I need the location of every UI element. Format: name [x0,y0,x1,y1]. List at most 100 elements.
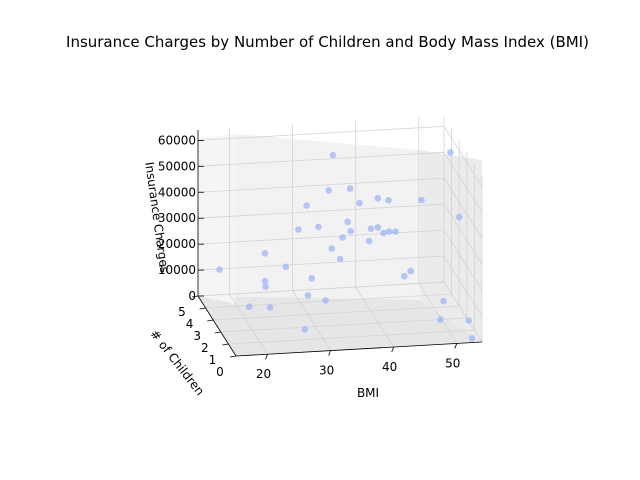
x-axis-line [235,341,483,357]
gridline-z-side [443,255,483,317]
data-point [325,187,333,194]
data-point [347,227,355,235]
x-tick-label: 20 [256,367,271,381]
data-point [303,202,310,209]
gridline-x-floor [292,290,331,351]
scatter-points [216,149,476,342]
z-tick-label: 50000 [158,159,196,173]
data-point [447,149,454,156]
y-tick-label: 1 [209,353,217,367]
gridline-z-side [443,281,483,343]
z-tick-label: 40000 [158,185,196,199]
data-point [401,272,408,280]
data-point [367,225,375,232]
y-tick-label: 0 [216,365,224,379]
gridline-z-side [443,126,483,187]
data-point [336,255,344,263]
y-tick-mark [191,295,199,298]
gridline-z-back [197,255,445,271]
gridline-z-back [197,177,445,193]
y-tick-mark [207,319,214,322]
y-tick-label: 2 [201,341,209,355]
gridline-x-floor [418,283,458,344]
gridline-z-side [443,178,483,239]
data-point [315,223,322,231]
data-point [328,245,336,252]
data-point [437,316,444,324]
data-point [346,185,354,192]
data-point [440,297,447,305]
y-tick-mark [222,343,229,346]
gridline-y-floor [220,317,467,333]
gridline-z-side [443,152,483,213]
x-tick-label: 40 [382,360,397,374]
floor-pane [198,296,482,356]
data-point [456,213,463,221]
z-tick-label: 60000 [158,133,196,147]
gridline-z-side [443,203,483,265]
back-pane [235,134,420,304]
y-tick-label: 5 [178,305,186,319]
data-point [344,218,351,226]
gridline-z-back [197,281,445,297]
data-point [266,304,274,311]
data-point [304,292,312,299]
axes [191,130,483,360]
x-axis-label: BMI [357,386,379,400]
gridline-z-back [197,203,445,219]
x-tick-mark [328,350,331,356]
z-tick-label: 20000 [158,237,196,251]
x-tick-label: 30 [319,364,334,378]
data-point [374,195,382,202]
gridline-x-floor [229,293,268,355]
data-point [216,266,223,273]
data-point [374,224,382,231]
y-tick-label: 4 [186,317,194,331]
gridline-x-floor [355,286,395,348]
data-point [385,197,392,204]
x-tick-mark [454,343,458,349]
axis-panes [198,134,482,356]
x-tick-mark [391,346,395,353]
gridline-z-back [197,229,445,245]
z-tick-label: 30000 [158,211,196,225]
data-point [365,237,373,245]
chart-title: Insurance Charges by Number of Children … [66,33,589,51]
z-tick-label: 10000 [158,263,196,277]
y-tick-label: 3 [193,329,201,343]
data-point [295,226,302,233]
x-tick-label: 50 [445,356,460,370]
data-point [407,267,415,275]
data-point [262,283,269,291]
y-tick-mark [214,331,221,334]
data-point [322,297,329,304]
gridline-z-back [197,151,445,167]
data-point [329,151,337,159]
data-point [465,317,473,324]
data-point [392,228,399,235]
data-point [339,234,346,241]
y-tick-mark [199,307,206,310]
gridline-z-back [197,125,445,141]
data-point [261,277,269,285]
data-point [418,196,425,204]
data-point [301,326,309,333]
gridline-y-floor [213,305,460,321]
left-pane [198,134,235,304]
z-tick-label: 0 [188,289,196,303]
y-tick-mark [229,355,237,358]
data-point [356,199,363,207]
x-tick-mark [265,354,268,360]
data-point [245,303,253,311]
data-point [385,228,393,235]
data-point [261,250,269,257]
data-point [282,263,290,271]
data-point [308,275,316,282]
y-axis-line [197,295,237,357]
data-point [468,335,476,342]
data-point [380,229,387,237]
tick-labels: 20 30 40 5001234501000020000300004000050000… [158,133,461,381]
gridline-y-floor [228,329,475,345]
